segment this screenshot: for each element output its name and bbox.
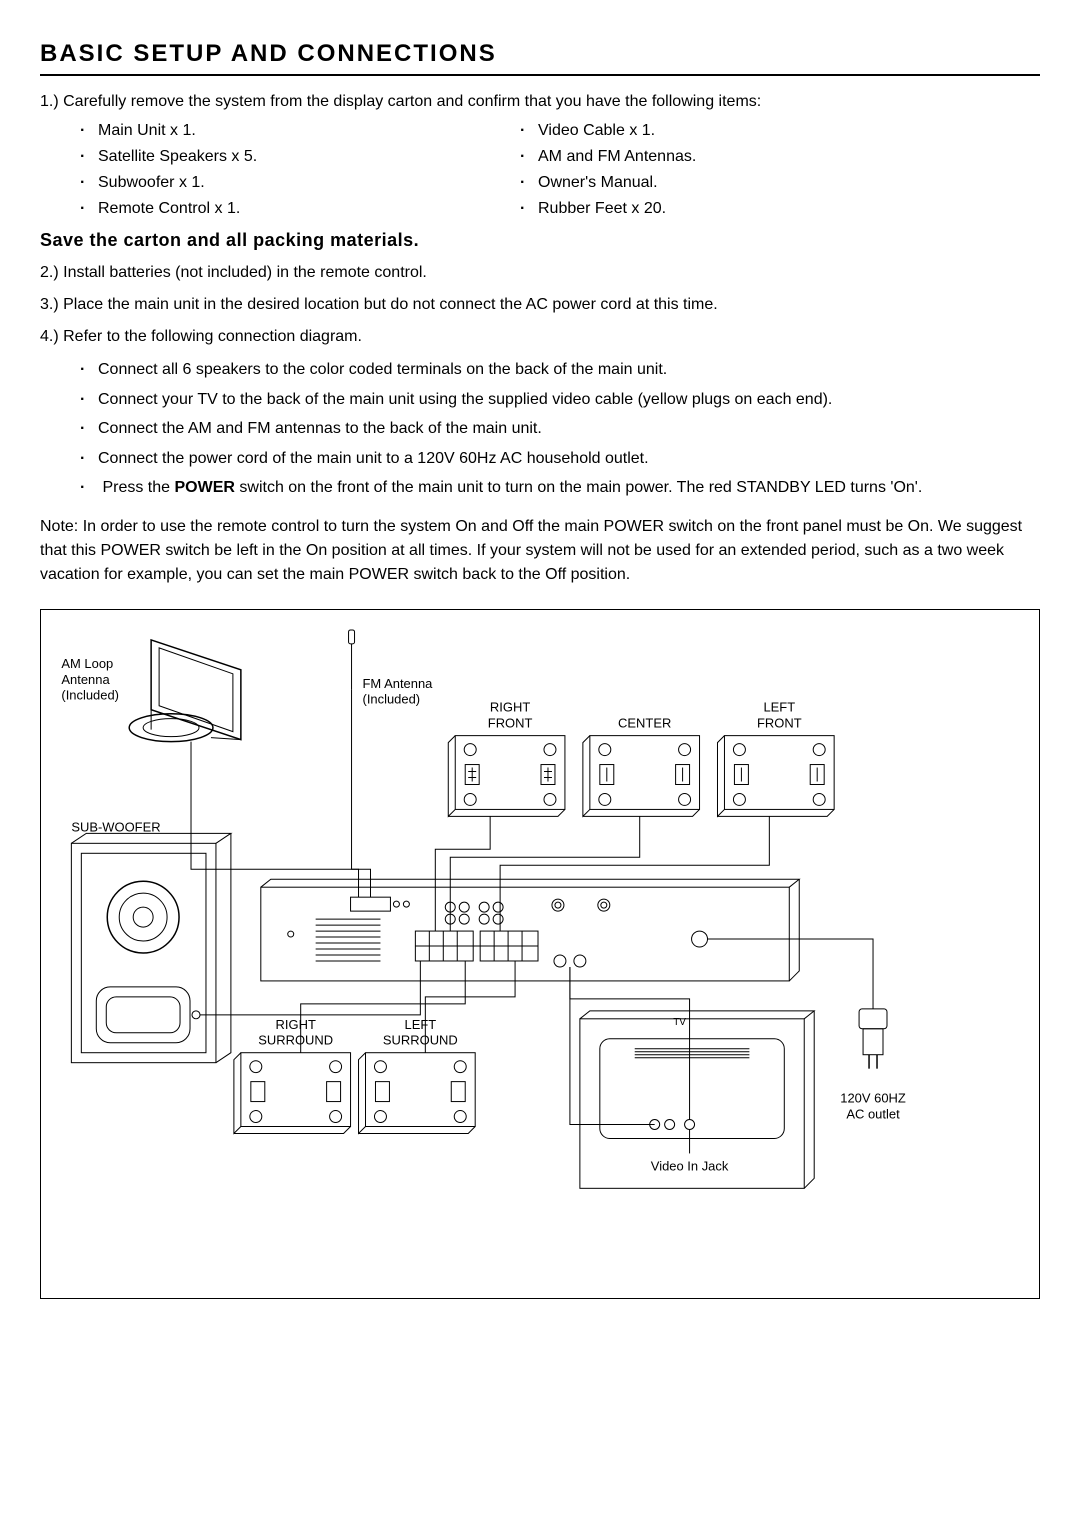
substep: Connect the power cord of the main unit … (80, 446, 1040, 472)
svg-text:120V 60HZ: 120V 60HZ (840, 1091, 906, 1106)
tv-icon: TV Video In Jack (580, 1011, 814, 1188)
am-loop-icon: AM Loop Antenna (Included) (61, 640, 240, 742)
parts-item: Satellite Speakers x 5. (80, 148, 480, 166)
ac-plug-icon: 120V 60HZ AC outlet (840, 1009, 906, 1122)
svg-text:CENTER: CENTER (618, 716, 671, 731)
svg-text:FRONT: FRONT (757, 716, 802, 731)
svg-text:RIGHT: RIGHT (490, 700, 530, 715)
parts-item: AM and FM Antennas. (520, 148, 920, 166)
page-title: BASIC SETUP AND CONNECTIONS (40, 40, 1040, 76)
svg-text:(Included): (Included) (61, 688, 119, 703)
speaker-left-surround-icon (359, 1053, 476, 1134)
speaker-right-front-icon (448, 736, 565, 817)
svg-text:AM Loop: AM Loop (61, 656, 113, 671)
svg-text:FM Antenna: FM Antenna (363, 676, 434, 691)
substep: Connect all 6 speakers to the color code… (80, 357, 1040, 383)
step-4: 4.) Refer to the following connection di… (40, 325, 1040, 349)
subtitle: Save the carton and all packing material… (40, 230, 1040, 251)
substep: Connect the AM and FM antennas to the ba… (80, 416, 1040, 442)
parts-item: Main Unit x 1. (80, 122, 480, 140)
substeps: Connect all 6 speakers to the color code… (40, 357, 1040, 501)
speaker-center-icon (583, 736, 700, 817)
fm-antenna-icon: FM Antenna (Included) (349, 630, 434, 707)
parts-item: Remote Control x 1. (80, 200, 480, 218)
svg-text:LEFT: LEFT (405, 1017, 437, 1032)
svg-text:RIGHT: RIGHT (276, 1017, 316, 1032)
svg-text:SURROUND: SURROUND (258, 1033, 333, 1048)
svg-text:FRONT: FRONT (488, 716, 533, 731)
svg-text:TV: TV (673, 1017, 686, 1028)
svg-text:AC outlet: AC outlet (846, 1106, 900, 1121)
step-2: 2.) Install batteries (not included) in … (40, 261, 1040, 285)
parts-item: Subwoofer x 1. (80, 174, 480, 192)
svg-text:(Included): (Included) (363, 692, 421, 707)
main-unit-icon (261, 879, 799, 981)
svg-text:Antenna: Antenna (61, 672, 110, 687)
svg-text:SUB-WOOFER: SUB-WOOFER (71, 819, 160, 834)
wires (191, 690, 873, 1125)
parts-list: Main Unit x 1. Video Cable x 1. Satellit… (40, 122, 1040, 218)
intro-text: 1.) Carefully remove the system from the… (40, 90, 1040, 114)
parts-item: Rubber Feet x 20. (520, 200, 920, 218)
step-3: 3.) Place the main unit in the desired l… (40, 293, 1040, 317)
svg-text:Video In Jack: Video In Jack (651, 1158, 729, 1173)
note-text: Note: In order to use the remote control… (40, 515, 1040, 587)
substep: Connect your TV to the back of the main … (80, 387, 1040, 413)
speaker-right-surround-icon (234, 1053, 351, 1134)
subwoofer-icon (71, 833, 231, 1062)
svg-text:LEFT: LEFT (763, 700, 795, 715)
speaker-left-front-icon (717, 736, 834, 817)
parts-item: Video Cable x 1. (520, 122, 920, 140)
svg-text:SURROUND: SURROUND (383, 1033, 458, 1048)
parts-item: Owner's Manual. (520, 174, 920, 192)
substep-power: Press the POWER switch on the front of t… (80, 475, 1040, 501)
connection-diagram: AM Loop Antenna (Included) FM Antenna (I… (40, 609, 1040, 1299)
